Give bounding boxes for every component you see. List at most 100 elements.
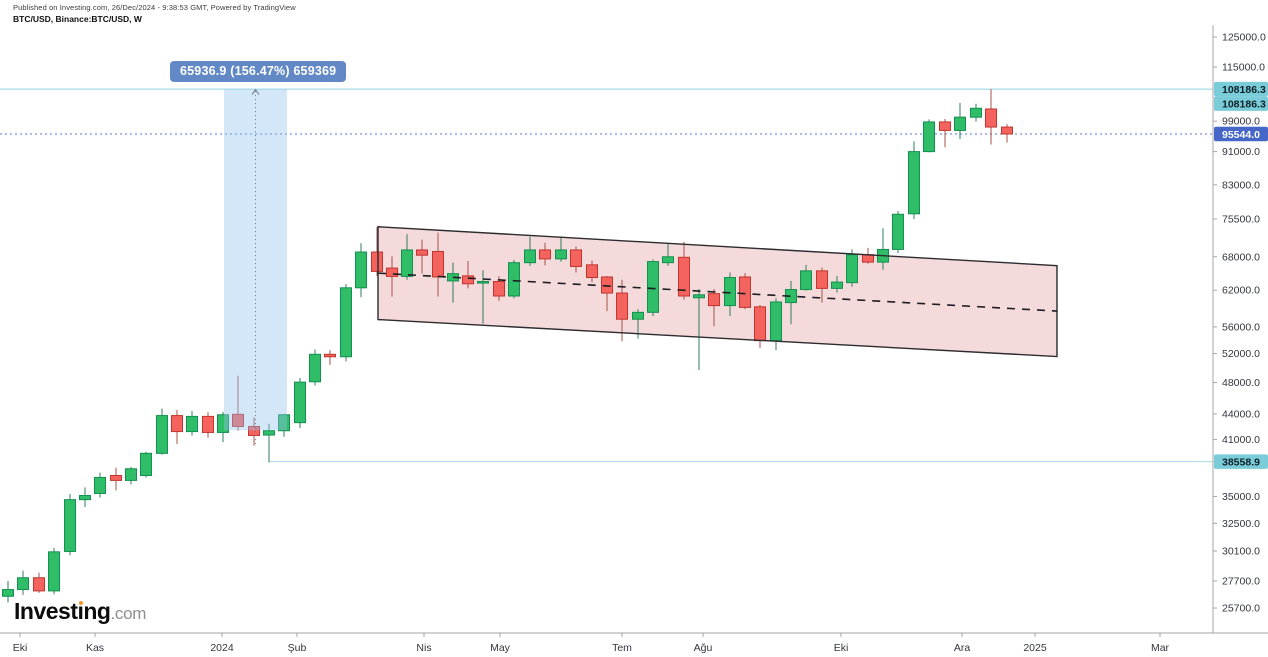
candle-body	[294, 381, 306, 424]
publish-info: Published on Investing.com, 26/Dec/2024 …	[13, 3, 296, 12]
candle-body	[908, 151, 920, 215]
price-tag-108186.3: 108186.3	[1214, 96, 1268, 111]
candle-body	[693, 294, 705, 299]
time-axis-label: Kas	[86, 642, 104, 654]
candle-body	[355, 251, 367, 289]
price-axis-label: 25700.0	[1222, 603, 1260, 615]
candle-body	[985, 108, 997, 128]
candle-body	[862, 254, 874, 263]
candle-body	[248, 425, 260, 436]
logo-suffix: .com	[110, 604, 147, 623]
candles	[2, 89, 1013, 603]
candle-body	[724, 277, 736, 307]
candle-body	[278, 414, 290, 432]
time-axis-label: Tem	[612, 642, 632, 654]
candle-body	[831, 281, 843, 289]
candle-body	[156, 415, 168, 454]
candle-body	[846, 254, 858, 284]
svg-text:108186.3: 108186.3	[1222, 98, 1266, 110]
candle-body	[263, 430, 275, 436]
time-axis-label: Mar	[1151, 642, 1170, 654]
price-axis-label: 35000.0	[1222, 491, 1260, 503]
time-axis-label: Eki	[13, 642, 28, 654]
time-axis-label: Şub	[288, 642, 307, 654]
candle-body	[739, 276, 751, 308]
candle-body	[570, 249, 582, 267]
candle-body	[770, 301, 782, 342]
candle-body	[616, 292, 628, 320]
candle-body	[309, 353, 321, 383]
candle-body	[462, 275, 474, 285]
logo-text-1: Invest	[14, 598, 78, 624]
measure-tool-label[interactable]: 65936.9 (156.47%) 659369	[170, 61, 347, 82]
candle-body	[708, 293, 720, 307]
time-axis-label: 2024	[210, 642, 234, 654]
candle-body	[48, 551, 60, 592]
svg-text:38558.9: 38558.9	[1222, 456, 1260, 468]
orange-dot-icon	[78, 600, 84, 606]
candle-body	[186, 415, 198, 433]
svg-text:108186.3: 108186.3	[1222, 84, 1266, 96]
candle-body	[17, 577, 29, 591]
candle-body	[816, 270, 828, 289]
price-axis-label: 83000.0	[1222, 179, 1260, 191]
candle-body	[586, 264, 598, 279]
candle-body	[601, 276, 613, 294]
time-axis-label: Eki	[834, 642, 849, 654]
candle-body	[202, 415, 214, 433]
candle-body	[110, 475, 122, 481]
candle-body	[954, 116, 966, 131]
candle-body	[754, 306, 766, 342]
candle-body	[171, 415, 183, 433]
candle-body	[324, 353, 336, 358]
candle-body	[524, 249, 536, 264]
candle-body	[647, 261, 659, 313]
candle-body	[33, 577, 45, 592]
candle-body	[508, 262, 520, 297]
investing-logo: Investı ng.com	[14, 598, 146, 625]
price-tag-38558.9: 38558.9	[1214, 454, 1268, 469]
price-axis-label: 44000.0	[1222, 408, 1260, 420]
candle-body	[140, 452, 152, 477]
candle-body	[217, 414, 229, 433]
candle-body	[1001, 126, 1013, 135]
candle-body	[923, 121, 935, 153]
time-axis-label: 2025	[1023, 642, 1047, 654]
logo-text-2: ng	[83, 598, 111, 624]
candle-body	[662, 256, 674, 264]
symbol-info: BTC/USD, Binance:BTC/USD, W	[13, 14, 142, 25]
price-axis-label: 27700.0	[1222, 575, 1260, 587]
candle-body	[632, 311, 644, 320]
price-axis-label: 68000.0	[1222, 251, 1260, 263]
candle-body	[386, 267, 398, 277]
price-axis-label: 56000.0	[1222, 321, 1260, 333]
candle-body	[340, 287, 352, 358]
price-axis-label: 125000.0	[1222, 32, 1266, 44]
candle-body	[371, 251, 383, 272]
logo-orange-dot-i: ı	[77, 598, 84, 624]
candle-body	[416, 249, 428, 256]
time-axis-label: May	[490, 642, 511, 654]
price-axis-label: 41000.0	[1222, 434, 1260, 446]
price-axis-label: 30100.0	[1222, 545, 1260, 557]
price-tag-108186.3: 108186.3	[1214, 81, 1268, 97]
candle-body	[79, 495, 91, 501]
parallel-channel-border[interactable]	[377, 226, 1058, 358]
measure-arrow-up-icon	[251, 88, 260, 95]
price-scale[interactable]: 125000.0 115000.0 99000.0 91000.0 83000.0 755…	[1213, 32, 1266, 615]
candle-body	[970, 107, 982, 118]
price-axis-label: 75500.0	[1222, 214, 1260, 226]
time-axis-label: Nis	[416, 642, 431, 654]
chart-header: Published on Investing.com, 26/Dec/2024 …	[13, 3, 296, 26]
candle-body	[678, 256, 690, 297]
candle-body	[401, 249, 413, 277]
candle-body	[432, 251, 444, 278]
candle-body	[477, 280, 489, 284]
candle-body	[939, 121, 951, 131]
time-scale[interactable]: Eki Kas 2024 Şub Nis May Tem Ağu Eki Ara 2025 Mar	[13, 633, 1170, 654]
price-axis-label: 99000.0	[1222, 116, 1260, 128]
candle-body	[800, 270, 812, 291]
price-axis-label: 91000.0	[1222, 146, 1260, 158]
